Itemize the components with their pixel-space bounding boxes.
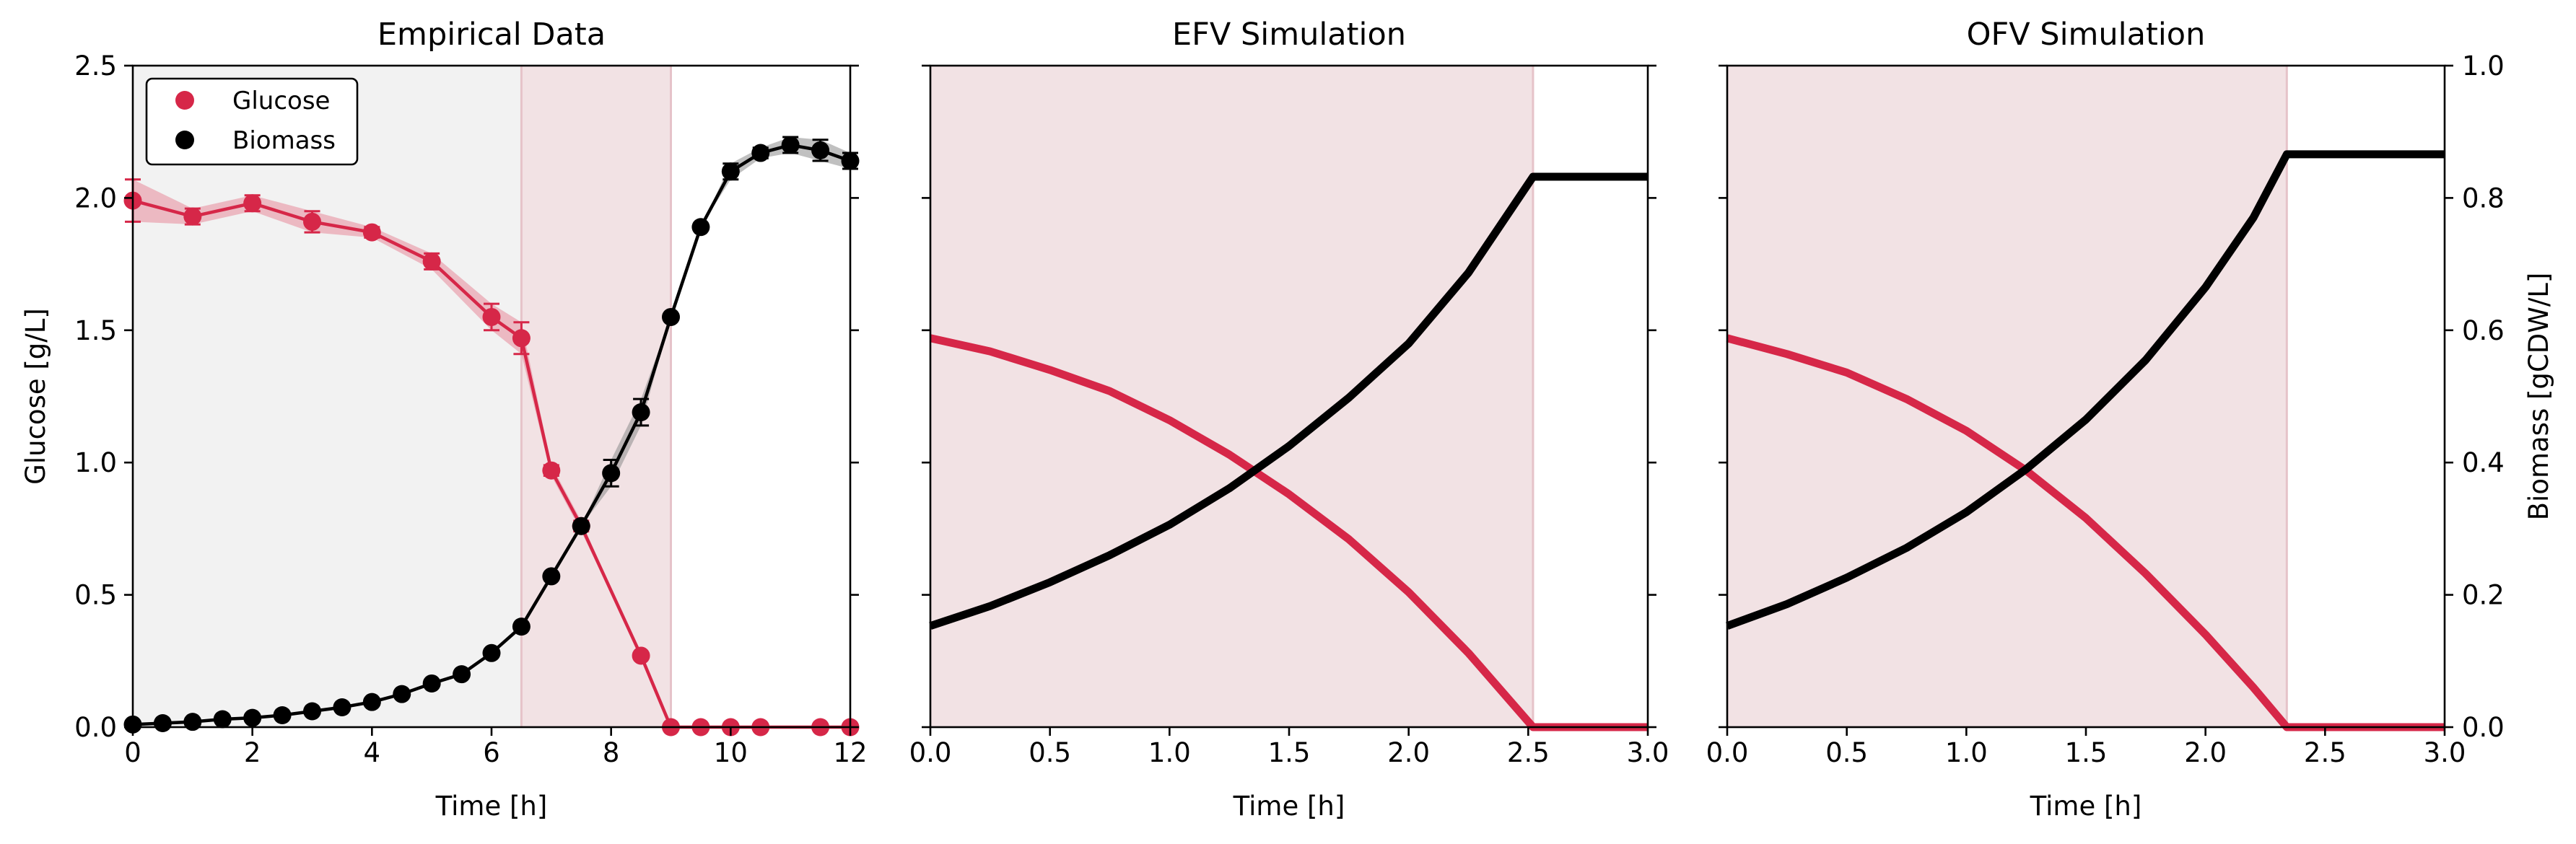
data-point-biomass <box>303 702 321 721</box>
chart-panel-3: 0.0 0.5 1.0 1.5 2.0 2.5 3.00.00.20.40.60.81.0O… <box>1706 17 2554 822</box>
legend-marker-glucose <box>175 91 194 110</box>
data-point-glucose <box>512 329 531 348</box>
legend: Glucose Biomass <box>145 77 359 166</box>
data-point-biomass <box>662 307 680 326</box>
data-point-glucose <box>542 461 561 480</box>
data-point-biomass <box>213 710 232 729</box>
y2-tick-label: 0.0 <box>2462 712 2505 743</box>
data-point-glucose <box>482 307 501 326</box>
data-point-biomass <box>453 665 471 684</box>
data-point-biomass <box>512 617 531 636</box>
shaded-region <box>133 66 522 727</box>
data-point-biomass <box>632 403 650 422</box>
x-tick-label: 0.5 <box>1825 737 1868 768</box>
data-point-biomass <box>422 674 441 693</box>
x-tick-label: 0 <box>124 737 141 768</box>
x-tick-label: 3.0 <box>2424 737 2466 768</box>
x-tick-label: 2.5 <box>2304 737 2346 768</box>
data-point-glucose <box>243 194 262 213</box>
data-point-biomass <box>602 464 621 483</box>
data-point-biomass <box>751 144 770 162</box>
data-point-biomass <box>781 136 800 154</box>
data-point-glucose <box>632 646 650 665</box>
x-tick-label: 1.0 <box>1945 737 1988 768</box>
y-tick-label: 0.5 <box>74 580 117 611</box>
legend-box <box>145 77 359 166</box>
x-tick-label: 3.0 <box>1627 737 1669 768</box>
x-tick-label: 0.5 <box>1029 737 1071 768</box>
x-tick-label: 1.0 <box>1148 737 1191 768</box>
chart-title: EFV Simulation <box>1172 17 1406 53</box>
y-tick-label: 1.5 <box>74 315 117 346</box>
data-point-glucose <box>183 207 202 226</box>
legend-label: Biomass <box>232 126 336 155</box>
x-tick-label: 0.0 <box>1706 737 1749 768</box>
data-point-glucose <box>422 252 441 271</box>
data-point-biomass <box>243 708 262 727</box>
x-axis-label: Time [h] <box>1233 791 1345 822</box>
y-tick-label: 2.0 <box>74 183 117 214</box>
series-line-biomass <box>1726 150 2445 630</box>
data-point-biomass <box>691 218 710 237</box>
data-point-biomass <box>572 516 590 535</box>
data-point-biomass <box>542 567 561 586</box>
series-line-biomass <box>929 172 1648 630</box>
data-point-biomass <box>811 141 830 159</box>
data-point-biomass <box>393 685 411 703</box>
y-tick-label: 1.0 <box>74 447 117 478</box>
x-tick-label: 2.0 <box>1387 737 1430 768</box>
data-point-glucose <box>303 212 321 231</box>
chart-panel-1: 0 2 4 6 8 10 12 0.0 0.5 1.0 1.5 2.0 2.5 Empirical Dat… <box>20 17 868 822</box>
y2-tick-label: 0.4 <box>2462 447 2505 478</box>
x-tick-label: 6 <box>483 737 500 768</box>
x-tick-label: 8 <box>603 737 620 768</box>
chart-title: OFV Simulation <box>1967 17 2206 53</box>
y-tick-label: 0.0 <box>74 712 117 743</box>
y2-tick-label: 0.8 <box>2462 183 2505 214</box>
data-point-glucose <box>362 223 381 242</box>
data-point-biomass <box>721 162 740 181</box>
data-point-biomass <box>153 713 172 732</box>
data-point-biomass <box>482 643 501 662</box>
y2-tick-label: 1.0 <box>2462 50 2505 82</box>
y2-tick-label: 0.2 <box>2462 580 2505 611</box>
data-point-biomass <box>333 698 352 716</box>
y2-axis-label: Biomass [gCDW/L] <box>2523 273 2554 521</box>
y2-tick-label: 0.6 <box>2462 315 2505 346</box>
x-tick-label: 10 <box>714 737 748 768</box>
data-point-biomass <box>362 693 381 711</box>
legend-marker-biomass <box>175 131 194 149</box>
chart-panel-2: 0.0 0.5 1.0 1.5 2.0 2.5 3.0 EFV Simulation Time … <box>909 17 1669 822</box>
x-tick-label: 12 <box>833 737 867 768</box>
data-point-biomass <box>273 705 292 724</box>
x-axis-label: Time [h] <box>2030 791 2142 822</box>
x-tick-label: 2.5 <box>1507 737 1550 768</box>
x-tick-label: 2.0 <box>2184 737 2227 768</box>
x-tick-label: 1.5 <box>2065 737 2108 768</box>
y-axis-label: Glucose [g/L] <box>20 308 51 485</box>
y-tick-label: 2.5 <box>74 50 117 82</box>
x-axis-label: Time [h] <box>435 791 548 822</box>
x-tick-label: 1.5 <box>1268 737 1311 768</box>
data-point-biomass <box>183 713 202 731</box>
legend-label: Glucose <box>232 87 330 115</box>
x-tick-label: 2 <box>244 737 261 768</box>
x-tick-label: 4 <box>364 737 381 768</box>
x-tick-label: 0.0 <box>909 737 952 768</box>
chart-title: Empirical Data <box>377 17 606 53</box>
